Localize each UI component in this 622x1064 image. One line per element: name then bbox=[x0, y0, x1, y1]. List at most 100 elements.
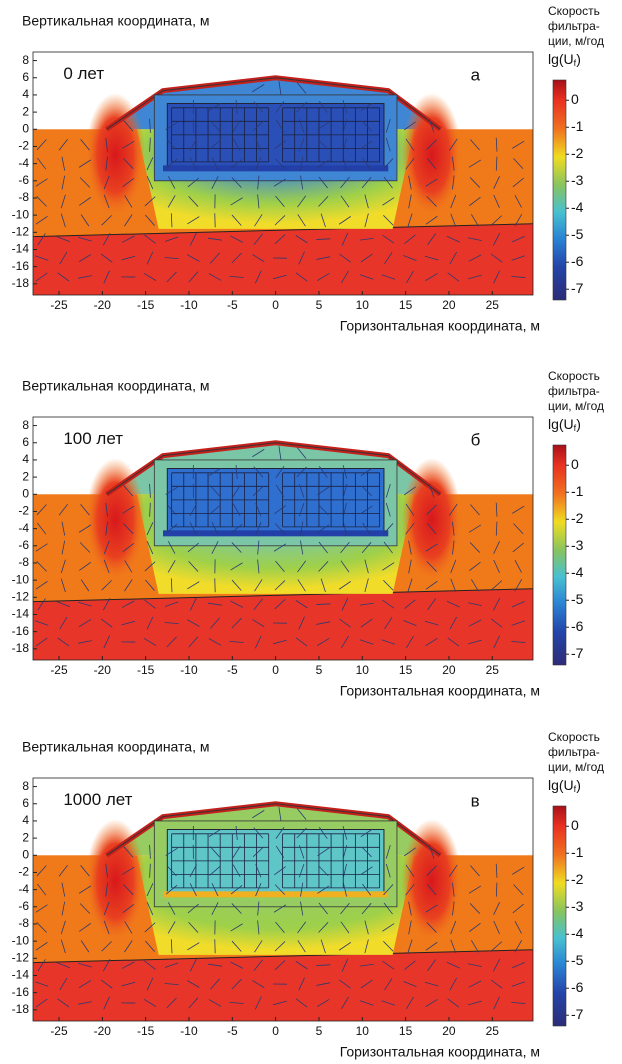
y-tick-label: -4 bbox=[18, 882, 29, 896]
repository-inner bbox=[167, 830, 384, 894]
x-axis-label: Горизонтальная координата, м bbox=[340, 318, 540, 334]
repository-base bbox=[163, 530, 388, 536]
y-tick-label: -10 bbox=[12, 207, 30, 221]
panel: 86420-2-4-6-8-10-12-14-16-18-25-20-15-10… bbox=[12, 369, 604, 699]
panel: 86420-2-4-6-8-10-12-14-16-18-25-20-15-10… bbox=[12, 730, 604, 1060]
x-tick-label: 10 bbox=[356, 1024, 370, 1038]
x-tick-label: 25 bbox=[486, 1024, 500, 1038]
colorbar-label: lg(Uf) bbox=[548, 416, 581, 434]
repository-inner bbox=[167, 469, 384, 533]
x-tick-label: -20 bbox=[94, 663, 112, 677]
colorbar-tick-label: -5 bbox=[571, 226, 584, 242]
colorbar bbox=[553, 806, 566, 1026]
y-tick-label: -10 bbox=[12, 572, 30, 586]
y-tick-label: 0 bbox=[22, 486, 29, 500]
time-label: 0 лет bbox=[63, 64, 104, 83]
x-tick-label: -20 bbox=[94, 1024, 112, 1038]
x-tick-label: -15 bbox=[137, 1024, 155, 1038]
colorbar-tick-label: -7 bbox=[571, 645, 584, 661]
colorbar-tick-label: -4 bbox=[571, 925, 584, 941]
time-label: 100 лет bbox=[63, 429, 123, 448]
y-tick-label: -2 bbox=[18, 139, 29, 153]
x-axis-label: Горизонтальная координата, м bbox=[340, 683, 540, 699]
plot-area bbox=[33, 52, 533, 295]
panel-label: б bbox=[471, 431, 481, 450]
colorbar-tick-label: -1 bbox=[571, 483, 584, 499]
colorbar-tick-label: -3 bbox=[571, 172, 584, 188]
x-tick-label: -10 bbox=[180, 663, 198, 677]
y-tick-label: -14 bbox=[12, 607, 30, 621]
y-tick-label: -18 bbox=[12, 276, 30, 290]
x-tick-label: -15 bbox=[137, 298, 155, 312]
plot-area bbox=[33, 417, 533, 660]
colorbar bbox=[553, 80, 566, 300]
x-tick-label: -20 bbox=[94, 298, 112, 312]
colorbar-title: фильтра- bbox=[548, 19, 600, 33]
x-tick-label: -10 bbox=[180, 298, 198, 312]
y-tick-label: -8 bbox=[18, 555, 29, 569]
y-tick-label: 4 bbox=[22, 87, 29, 101]
y-tick-label: 8 bbox=[22, 53, 29, 67]
x-tick-label: 5 bbox=[316, 1024, 323, 1038]
colorbar-label-part: lg(U bbox=[548, 777, 574, 793]
x-tick-label: 15 bbox=[399, 1024, 413, 1038]
colorbar-tick-label: -4 bbox=[571, 199, 584, 215]
y-tick-label: -2 bbox=[18, 504, 29, 518]
y-tick-label: 2 bbox=[22, 830, 29, 844]
colorbar-title: ции, м/год bbox=[548, 399, 604, 413]
x-tick-label: 5 bbox=[316, 663, 323, 677]
x-tick-label: 15 bbox=[399, 663, 413, 677]
y-tick-label: -16 bbox=[12, 985, 30, 999]
colorbar-label-part: ) bbox=[576, 777, 581, 793]
colorbar-label-part: lg(U bbox=[548, 51, 574, 67]
y-axis-label: Вертикальная координата, м bbox=[22, 739, 209, 755]
y-tick-label: -6 bbox=[18, 538, 29, 552]
colorbar-tick-label: 0 bbox=[571, 817, 579, 833]
x-tick-label: -25 bbox=[50, 298, 68, 312]
colorbar-title: фильтра- bbox=[548, 384, 600, 398]
x-tick-label: 15 bbox=[399, 298, 413, 312]
x-tick-label: 0 bbox=[272, 1024, 279, 1038]
y-tick-label: 2 bbox=[22, 469, 29, 483]
x-tick-label: 20 bbox=[442, 298, 456, 312]
x-tick-label: 20 bbox=[442, 663, 456, 677]
y-tick-label: 2 bbox=[22, 104, 29, 118]
x-tick-label: -15 bbox=[137, 663, 155, 677]
y-tick-label: -18 bbox=[12, 641, 30, 655]
x-tick-label: -25 bbox=[50, 663, 68, 677]
y-tick-label: -8 bbox=[18, 916, 29, 930]
colorbar-tick-label: -7 bbox=[571, 280, 584, 296]
x-tick-label: 20 bbox=[442, 1024, 456, 1038]
colorbar-tick-label: -2 bbox=[571, 510, 584, 526]
repository-base bbox=[163, 891, 388, 897]
y-tick-label: 6 bbox=[22, 796, 29, 810]
y-tick-label: -10 bbox=[12, 933, 30, 947]
y-tick-label: -4 bbox=[18, 521, 29, 535]
colorbar-tick-label: -7 bbox=[571, 1006, 584, 1022]
colorbar-tick-label: 0 bbox=[571, 91, 579, 107]
colorbar-tick-label: -5 bbox=[571, 591, 584, 607]
colorbar-title: Скорость bbox=[548, 4, 600, 18]
x-tick-label: 10 bbox=[356, 298, 370, 312]
y-tick-label: 8 bbox=[22, 418, 29, 432]
colorbar-label-part: ) bbox=[576, 416, 581, 432]
repository-inner bbox=[167, 104, 384, 168]
y-tick-label: -6 bbox=[18, 899, 29, 913]
y-tick-label: -14 bbox=[12, 968, 30, 982]
y-tick-label: -12 bbox=[12, 589, 30, 603]
x-tick-label: 0 bbox=[272, 663, 279, 677]
x-axis-label: Горизонтальная координата, м bbox=[340, 1044, 540, 1060]
y-tick-label: -8 bbox=[18, 190, 29, 204]
repository-base bbox=[163, 165, 388, 171]
colorbar-tick-label: -6 bbox=[571, 253, 584, 269]
colorbar-tick-label: -5 bbox=[571, 952, 584, 968]
colorbar-label-part: ) bbox=[576, 51, 581, 67]
colorbar-tick-label: -2 bbox=[571, 145, 584, 161]
y-tick-label: -16 bbox=[12, 259, 30, 273]
y-tick-label: 6 bbox=[22, 70, 29, 84]
y-tick-label: 0 bbox=[22, 847, 29, 861]
panel-label: в bbox=[471, 792, 480, 811]
colorbar-tick-label: -1 bbox=[571, 118, 584, 134]
colorbar-tick-label: -3 bbox=[571, 537, 584, 553]
panel: 86420-2-4-6-8-10-12-14-16-18-25-20-15-10… bbox=[12, 4, 604, 334]
